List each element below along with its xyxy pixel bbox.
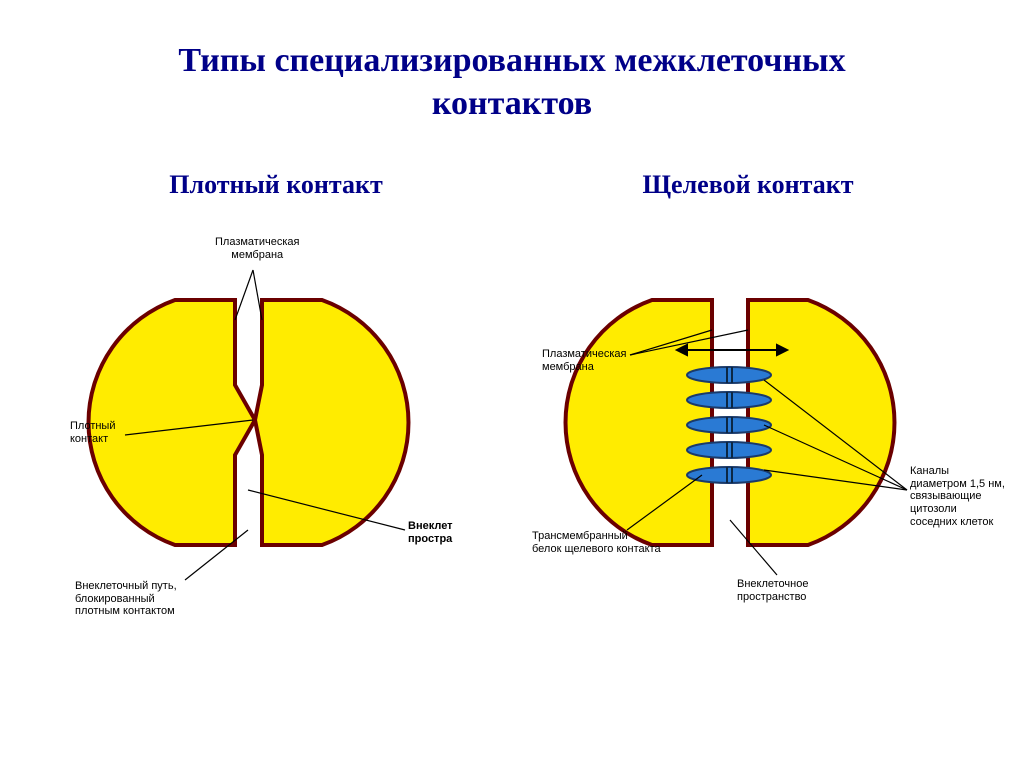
label-membrane: Плазматическая мембрана (542, 348, 626, 373)
subtitle-left: Плотный контакт (40, 170, 512, 200)
diagrams-row: Плазматическая мембрана Плотный контакт … (0, 230, 1024, 650)
subtitle-right: Щелевой контакт (512, 170, 984, 200)
page-title: Типы специализированных межклеточных кон… (0, 0, 1024, 125)
leader-membrane (235, 270, 262, 320)
title-line1: Типы специализированных межклеточных (0, 40, 1024, 83)
label-protein: Трансмембранный белок щелевого контакта (532, 530, 661, 555)
label-blocked: Внеклеточный путь, блокированный плотным… (75, 580, 177, 618)
label-extracell: Внеклет простра (408, 520, 453, 545)
label-membrane: Плазматическая мембрана (215, 236, 299, 261)
diagram-tight-junction: Плазматическая мембрана Плотный контакт … (30, 230, 512, 650)
diagram-gap-junction: Плазматическая мембрана Трансмембранный … (512, 230, 994, 650)
subtitles-row: Плотный контакт Щелевой контакт (0, 170, 1024, 200)
title-line2: контактов (0, 83, 1024, 126)
label-tight: Плотный контакт (70, 420, 116, 445)
label-channels: Каналы диаметром 1,5 нм, связывающие цит… (910, 465, 1005, 528)
right-cell-shape (255, 300, 408, 545)
label-extracell: Внеклеточное пространство (737, 578, 808, 603)
